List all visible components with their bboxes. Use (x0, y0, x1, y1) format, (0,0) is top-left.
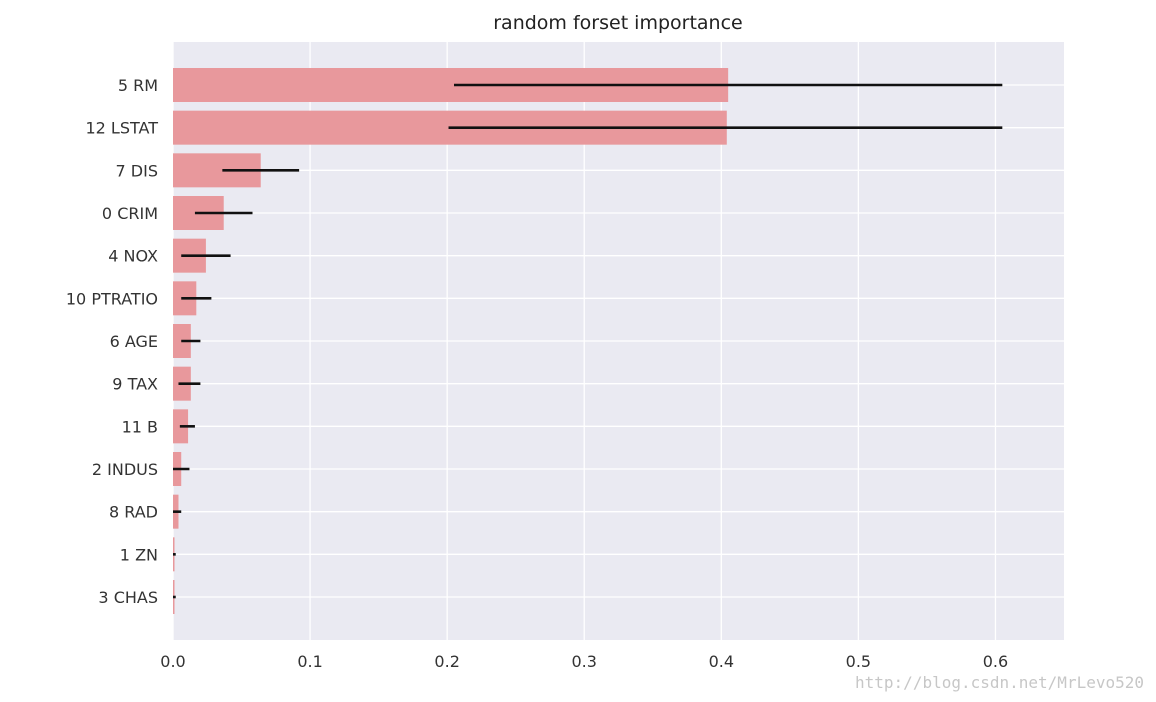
y-tick-label: 8 RAD (109, 503, 158, 522)
y-tick-label: 10 PTRATIO (66, 289, 158, 308)
x-tick-label: 0.0 (160, 652, 185, 671)
y-tick-label: 2 INDUS (92, 460, 158, 479)
chart-title: random forset importance (493, 12, 743, 34)
x-tick-label: 0.4 (709, 652, 734, 671)
x-tick-labels: 0.0 0.1 0.2 0.3 0.4 0.5 0.6 (160, 652, 1008, 671)
y-tick-label: 9 TAX (112, 375, 158, 394)
y-tick-label: 5 RM (118, 76, 158, 95)
x-tick-label: 0.5 (846, 652, 871, 671)
y-tick-label: 1 ZN (120, 545, 158, 564)
y-tick-label: 12 LSTAT (85, 119, 158, 138)
x-tick-label: 0.1 (297, 652, 322, 671)
y-tick-labels: 5 RM 12 LSTAT 7 DIS 0 CRIM 4 NOX 10 PTRATIO 6 … (66, 76, 158, 607)
y-tick-label: 3 CHAS (98, 588, 158, 607)
y-tick-label: 4 NOX (108, 247, 158, 266)
y-tick-label: 7 DIS (116, 161, 158, 180)
error-bars (173, 83, 1003, 599)
x-tick-label: 0.2 (434, 652, 459, 671)
watermark: http://blog.csdn.net/MrLevo520 (855, 673, 1144, 692)
x-tick-label: 0.3 (572, 652, 597, 671)
x-tick-label: 0.6 (983, 652, 1008, 671)
y-tick-label: 6 AGE (110, 332, 158, 351)
y-tick-label: 0 CRIM (102, 204, 158, 223)
y-tick-label: 11 B (122, 417, 158, 436)
